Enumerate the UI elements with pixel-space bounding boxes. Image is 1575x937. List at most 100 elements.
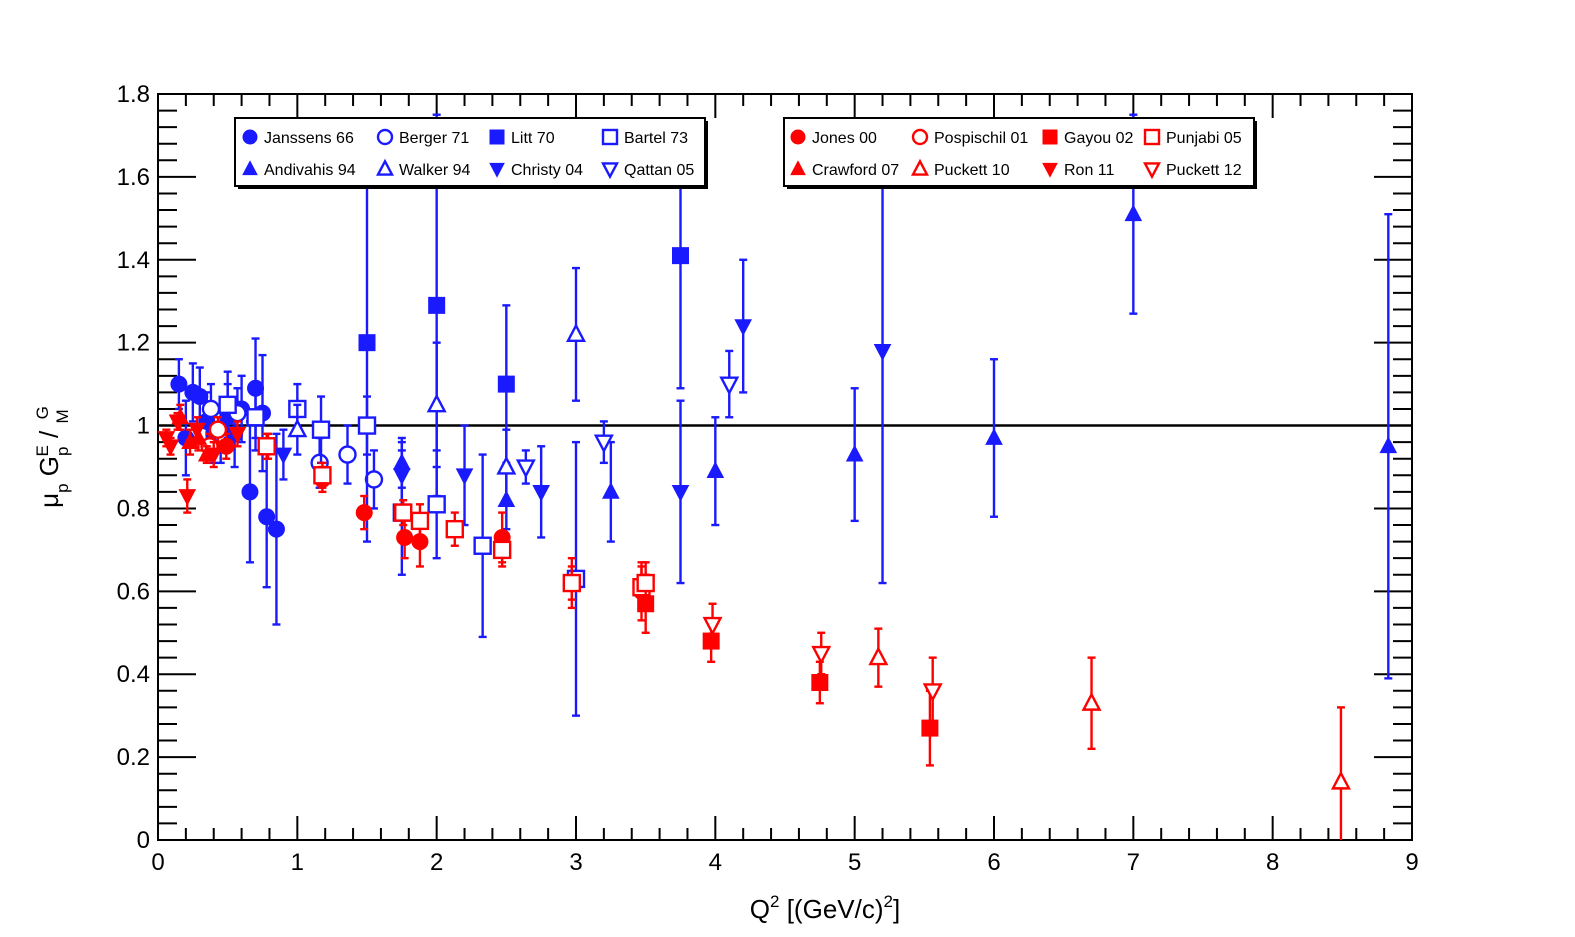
y-tick-label: 0.2 [117, 744, 150, 771]
data-point [357, 416, 377, 435]
legend-label: Christy 04 [511, 162, 583, 179]
series-qattan-05 [515, 349, 740, 485]
series-ron-11 [157, 411, 247, 514]
data-point [311, 420, 331, 439]
legend-label: Walker 94 [399, 162, 471, 179]
data-point [161, 439, 180, 457]
data-point [873, 344, 892, 361]
data-point [393, 468, 411, 486]
x-tick-label: 5 [848, 849, 861, 876]
data-point [445, 519, 464, 539]
data-point [178, 489, 197, 506]
x-tick-label: 8 [1266, 849, 1279, 876]
data-point [338, 445, 357, 464]
data-point [287, 418, 308, 438]
y-axis-title-part: G [34, 456, 64, 483]
y-axis-title-part: M [53, 409, 72, 423]
y-tick-label: 0.4 [117, 661, 150, 688]
y-tick-label: 1.8 [117, 81, 150, 108]
legend-marker [790, 160, 806, 176]
data-point [702, 616, 723, 636]
legend-marker [911, 128, 929, 146]
data-point [672, 247, 689, 265]
data-point [313, 466, 332, 485]
data-point [396, 528, 414, 546]
legend-marker [242, 160, 258, 176]
data-point [566, 323, 586, 342]
plot-frame [157, 93, 1413, 841]
legend-marker [376, 128, 394, 146]
legend-marker [1042, 129, 1058, 145]
data-point [217, 437, 235, 455]
data-point [602, 481, 620, 499]
legend-marker [489, 162, 505, 178]
data-point [204, 447, 223, 465]
data-point [811, 645, 832, 665]
legend-label: Pospischil 01 [934, 130, 1028, 147]
y-tick-label: 1.2 [117, 330, 150, 357]
y-axis-title-part: G [33, 406, 52, 419]
data-point [201, 399, 221, 419]
data-point [515, 459, 536, 479]
legend-marker [601, 162, 619, 180]
y-tick-label: 1.6 [117, 164, 150, 191]
legend-layer: Janssens 66 Berger 71 Litt 70 Bartel 73 Andi… [234, 117, 1257, 189]
data-point [455, 468, 474, 486]
legend-box [783, 117, 1255, 187]
x-tick-label: 7 [1127, 849, 1140, 876]
x-tick-label: 9 [1405, 849, 1418, 876]
legend-label: Janssens 66 [264, 130, 354, 147]
series-puckett-10 [868, 627, 1351, 840]
axes-layer: 0 1 2 3 4 5 6 7 8 9 0 0.2 0.4 0.6 0.8 1 1.2 1.4 1.6 1.8 [117, 81, 1419, 876]
data-point [228, 426, 247, 444]
data-point [868, 646, 889, 666]
x-axis-title-sup: 2 [884, 892, 893, 911]
legend-label: Litt 70 [511, 130, 555, 147]
x-axis-title: Q2 [(GeV/c)2] [750, 892, 900, 924]
data-point [267, 520, 285, 538]
x-tick-label: 0 [151, 849, 164, 876]
series-puckett-12 [702, 602, 943, 726]
data-point [1124, 204, 1143, 222]
x-tick-label: 2 [430, 849, 443, 876]
y-axis-title-part: / [34, 424, 64, 446]
legend-label: Ron 11 [1064, 162, 1115, 179]
data-point [168, 414, 187, 432]
legend-marker [1143, 162, 1161, 180]
data-point [257, 437, 276, 456]
x-tick-label: 3 [569, 849, 582, 876]
data-point [497, 375, 515, 393]
data-point [706, 461, 725, 479]
data-point [473, 536, 492, 555]
data-point [241, 483, 259, 501]
data-point [246, 408, 265, 427]
data-point [492, 540, 512, 560]
series-gayou-02 [637, 573, 939, 767]
data-point [636, 573, 655, 593]
legend-marker [1143, 128, 1161, 146]
y-tick-label: 0 [137, 827, 150, 854]
y-tick-label: 1 [137, 413, 150, 440]
data-point [921, 719, 939, 737]
y-axis-title: μp GpE / MG [33, 406, 72, 508]
data-point [218, 395, 237, 415]
data-point [922, 683, 943, 703]
x-axis-title-part: ] [893, 894, 900, 924]
data-point [258, 508, 276, 526]
legend-box [234, 117, 706, 187]
y-tick-label: 1.4 [117, 247, 150, 274]
data-point [364, 470, 384, 489]
data-point [562, 573, 582, 593]
data-point [358, 334, 376, 352]
y-axis-title-part: μ [34, 493, 64, 508]
series-christy-04 [274, 117, 892, 585]
y-axis-title-part: p [53, 447, 72, 456]
legend-label: Qattan 05 [624, 162, 694, 179]
data-point [428, 296, 446, 314]
y-axis-title-part: E [33, 445, 52, 456]
data-point [188, 422, 206, 440]
data-point [274, 447, 293, 465]
series-walker-94 [287, 266, 586, 506]
y-tick-label: 0.6 [117, 578, 150, 605]
